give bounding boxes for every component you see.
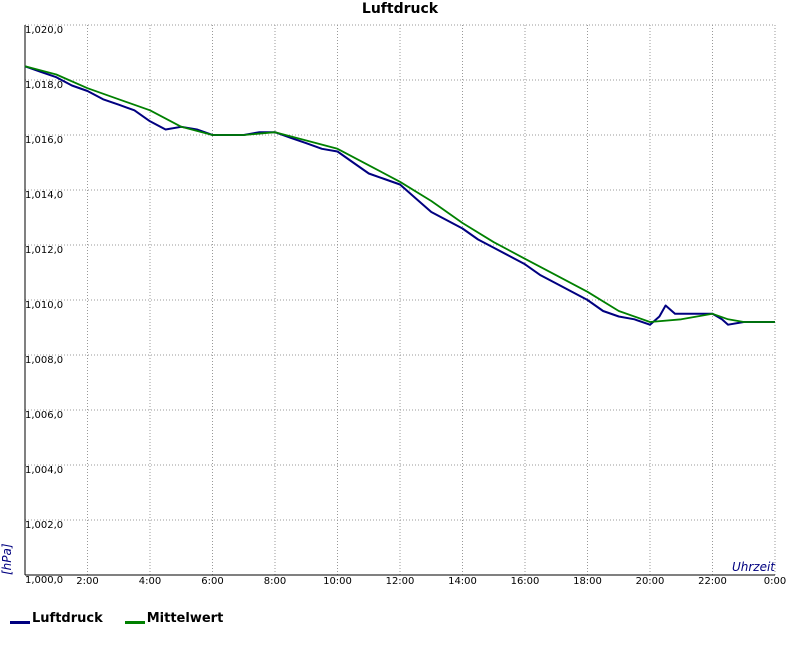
- x-tick-label: 2:00: [76, 576, 98, 587]
- y-tick-label: 1,016,0: [25, 135, 63, 146]
- y-tick-label: 1,000,0: [25, 575, 63, 586]
- y-tick-label: 1,006,0: [25, 410, 63, 421]
- x-tick-label: 16:00: [511, 576, 540, 587]
- x-tick-label: 22:00: [698, 576, 727, 587]
- legend-swatch-mittelwert: [124, 620, 145, 624]
- x-tick-label: 8:00: [264, 576, 286, 587]
- series-line-mittelwert: [24, 65, 775, 323]
- y-tick-label: 1,018,0: [25, 80, 63, 91]
- legend: Luftdruck Mittelwert: [10, 609, 245, 627]
- y-tick-label: 1,014,0: [25, 190, 63, 201]
- chart-title: Luftdruck: [362, 1, 439, 17]
- y-tick-label: 1,020,0: [25, 25, 63, 36]
- y-tick-label: 1,002,0: [25, 520, 63, 531]
- x-axis-label: Uhrzeit: [732, 560, 776, 574]
- x-tick-label: 18:00: [573, 576, 602, 587]
- x-tick-label: 12:00: [386, 576, 415, 587]
- series-layer: [24, 65, 775, 326]
- x-tick-label: 6:00: [201, 576, 223, 587]
- legend-swatch-luftdruck: [10, 620, 30, 624]
- y-axis-label: [hPa]: [0, 543, 14, 575]
- grid-lines: [25, 24, 776, 575]
- y-tick-label: 1,004,0: [25, 465, 63, 476]
- legend-item-mittelwert: Mittelwert: [124, 610, 224, 626]
- x-tick-label: 0:00: [764, 576, 786, 587]
- x-tick-label: 10:00: [323, 576, 352, 587]
- legend-item-luftdruck: Luftdruck: [10, 611, 103, 626]
- y-tick-labels: 1,000,0 1,002,0 1,004,0 1,006,0 1,008,0 1,010…: [25, 25, 63, 586]
- y-tick-label: 1,008,0: [25, 355, 63, 366]
- x-tick-labels: 2:00 4:00 6:00 8:00 10:00 12:00 14:00 16:00 18:0…: [76, 576, 786, 587]
- line-chart: Luftdruck 1,000,01,002,01,004,01,006,01,…: [0, 1, 786, 587]
- legend-label-mittelwert: Mittelwert: [146, 610, 224, 626]
- x-tick-label: 14:00: [448, 576, 477, 587]
- x-tick-label: 20:00: [636, 576, 665, 587]
- y-tick-label: 1,012,0: [25, 245, 63, 256]
- series-line-luftdruck: [24, 65, 775, 326]
- x-tick-label: 4:00: [139, 576, 161, 587]
- legend-label-luftdruck: Luftdruck: [32, 610, 103, 626]
- y-tick-label: 1,010,0: [25, 300, 63, 311]
